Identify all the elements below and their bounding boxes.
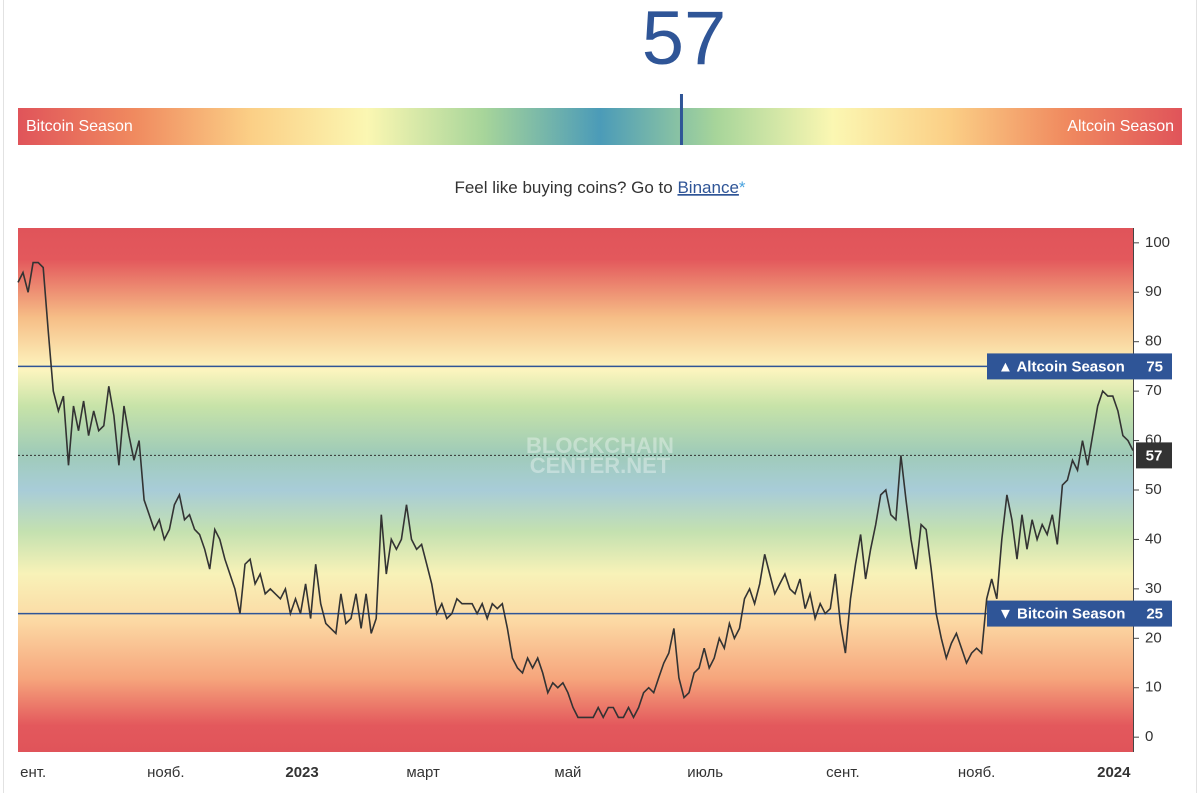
- x-tick-label: ент.: [20, 764, 46, 781]
- promo: Feel like buying coins? Go to Binance*: [454, 178, 745, 197]
- ref-value: 75: [1146, 358, 1163, 375]
- current-label: 57: [1146, 447, 1163, 464]
- ref-value: 25: [1146, 606, 1163, 623]
- promo-text: Feel like buying coins? Go to: [454, 178, 677, 197]
- x-tick-label: май: [554, 764, 581, 781]
- line: [17, 261, 1134, 720]
- gauge-bar: [18, 108, 1182, 145]
- ref-label: ▼ Bitcoin Season: [998, 606, 1125, 623]
- y-tick-label: 80: [1145, 333, 1162, 350]
- current-box: [1136, 442, 1172, 469]
- gauge-value: 57: [642, 0, 727, 81]
- ref-label-box: [987, 600, 1172, 627]
- ref-label: ▲ Altcoin Season: [998, 358, 1125, 375]
- gauge-right-label: Altcoin Season: [1067, 118, 1174, 135]
- promo-suffix: *: [739, 178, 746, 197]
- x-tick-label: нояб.: [147, 764, 185, 781]
- x-tick-label: нояб.: [958, 764, 996, 781]
- y-tick-label: 10: [1145, 679, 1162, 696]
- x-tick-label: июль: [687, 764, 723, 781]
- y-tick-label: 20: [1145, 629, 1162, 646]
- plot-background: [18, 228, 1133, 752]
- x-tick-label: сент.: [826, 764, 860, 781]
- y-tick-label: 50: [1145, 481, 1162, 498]
- x-tick-label: 2024: [1097, 764, 1131, 781]
- y-tick-label: 0: [1145, 728, 1153, 745]
- gauge-left-label: Bitcoin Season: [26, 118, 133, 135]
- y-tick-label: 40: [1145, 530, 1162, 547]
- watermark: CENTER.NET: [530, 453, 671, 478]
- x-tick-label: март: [406, 764, 440, 781]
- y-tick-label: 100: [1145, 234, 1170, 251]
- x-tick-label: 2023: [285, 764, 318, 781]
- y-tick-label: 30: [1145, 580, 1162, 597]
- y-tick-label: 90: [1145, 283, 1162, 300]
- promo-link[interactable]: Binance: [677, 178, 738, 197]
- ref-label-box: [987, 353, 1172, 380]
- y-tick-label: 70: [1145, 382, 1162, 399]
- watermark: BLOCKCHAIN: [526, 433, 674, 458]
